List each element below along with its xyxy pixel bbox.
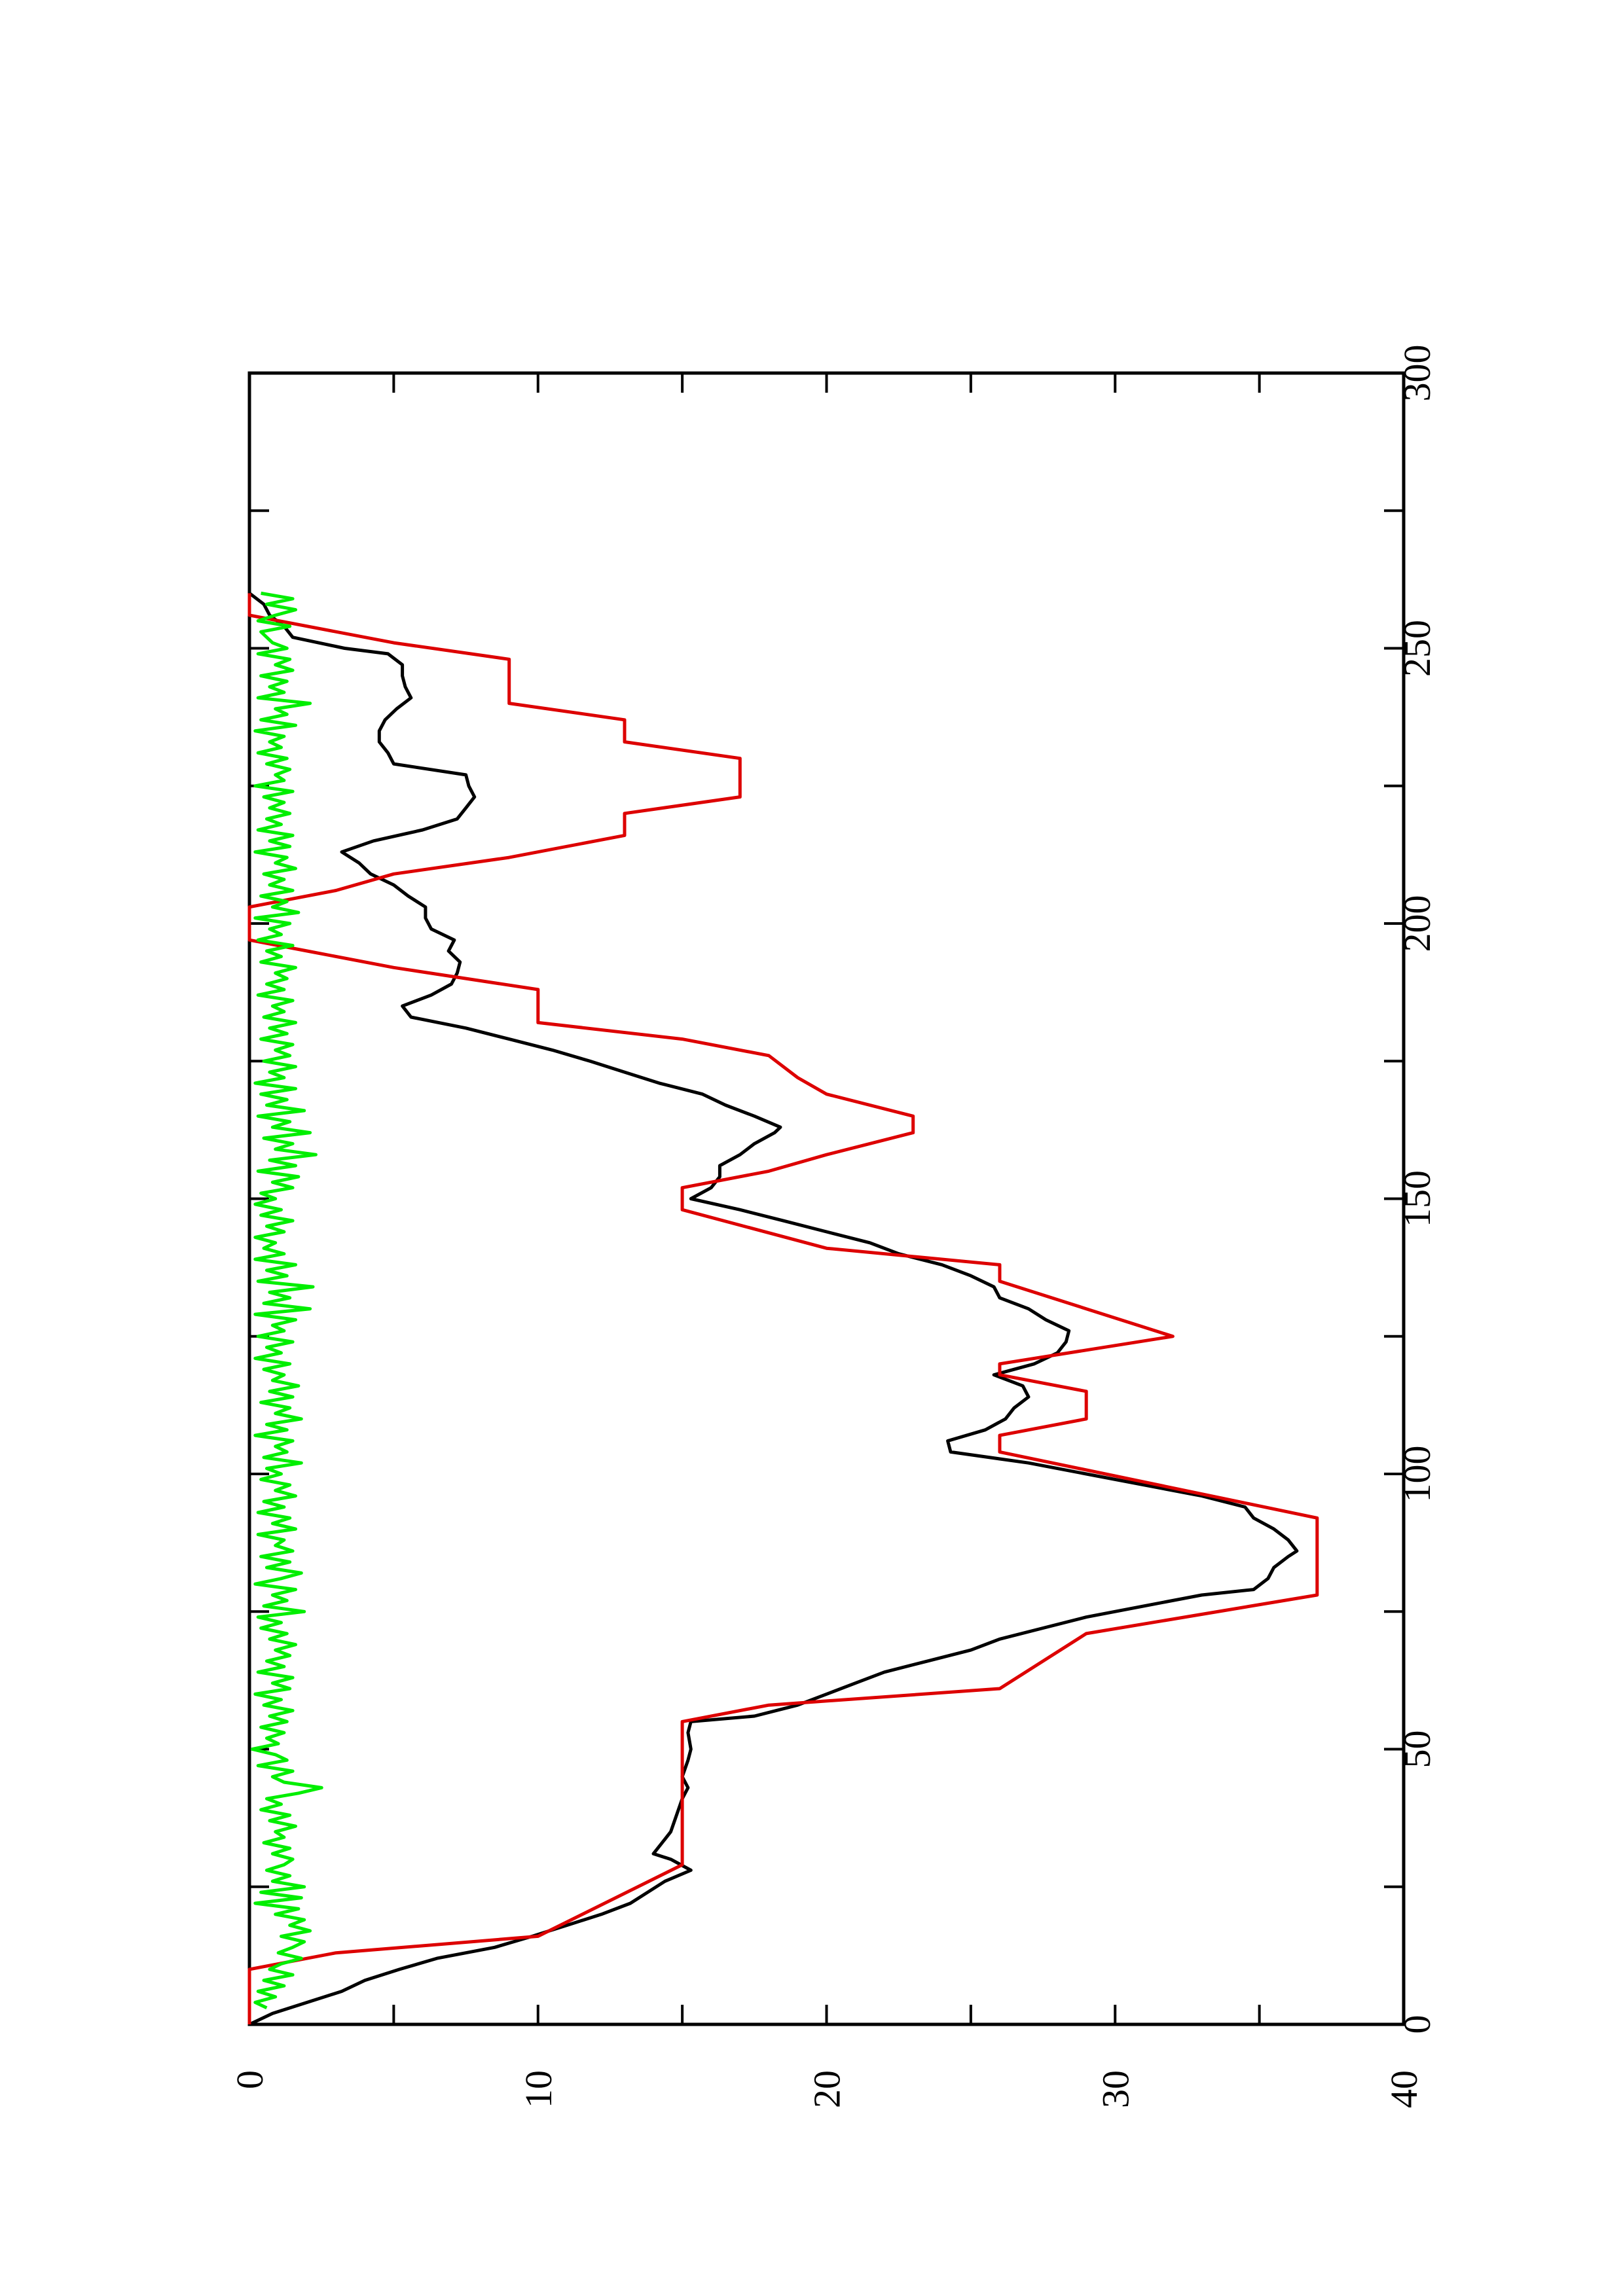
x-tick-label: 200 — [1396, 895, 1438, 952]
x-tick-label: 0 — [1396, 2015, 1438, 2034]
black-series-line — [248, 592, 1299, 2026]
plot-frame — [247, 371, 1406, 2026]
y-tick-label: 40 — [1383, 2070, 1425, 2108]
x-tick-label: 100 — [1396, 1446, 1438, 1503]
y-tick-label: 30 — [1094, 2070, 1137, 2108]
y-tick-label: 0 — [228, 2070, 271, 2089]
y-tick-label: 20 — [806, 2070, 848, 2108]
x-tick-label: 50 — [1396, 1731, 1438, 1768]
x-tick-label: 300 — [1396, 345, 1438, 402]
axis-ticks — [248, 372, 1405, 2026]
x-tick-label: 150 — [1396, 1170, 1438, 1227]
axis-tick-labels: 0 50 100 150 200 250 300 0 10 20 30 40 — [228, 345, 1438, 2109]
data-series — [247, 591, 1319, 2026]
red-series-line — [247, 593, 1319, 2024]
x-tick-label: 250 — [1396, 620, 1438, 677]
y-tick-label: 10 — [517, 2070, 560, 2108]
green-series-line — [250, 591, 323, 2010]
